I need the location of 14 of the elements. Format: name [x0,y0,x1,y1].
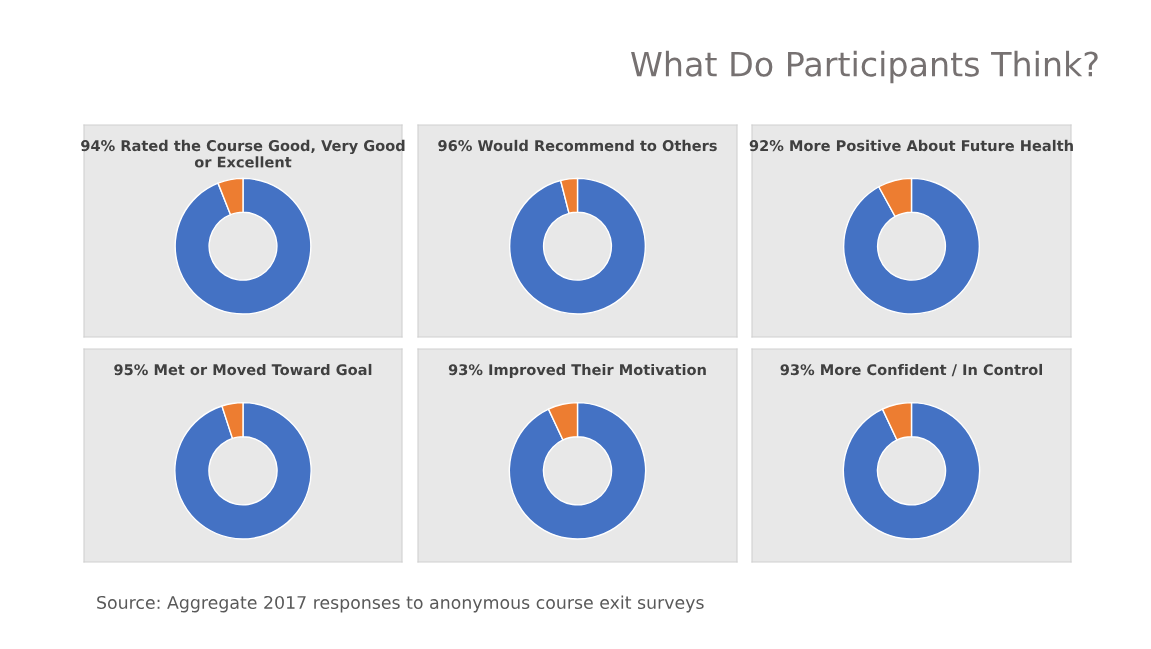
chart-title: 95% Met or Moved Toward Goal [114,363,372,376]
chart-title: 96% Would Recommend to Others [438,139,717,152]
chart-title: 92% More Positive About Future Health [749,139,1073,152]
donut-slice [174,177,312,315]
donut-slice [508,401,647,540]
chart-title: 94% Rated the Course Good, Very Good or Excellent [81,139,405,168]
donut-slice [842,401,981,540]
chart-title: 93% More Confident / In Control [780,363,1042,377]
source-note: Source: Aggregate 2017 responses to anonymous course exit surveys [97,595,704,613]
chart-title: 93% Improved Their Motivation [448,363,706,379]
text: What Do Participants Think? [631,50,1098,84]
donut-slice [508,177,647,315]
donut-slice [174,401,312,540]
donut-slice [842,177,981,315]
